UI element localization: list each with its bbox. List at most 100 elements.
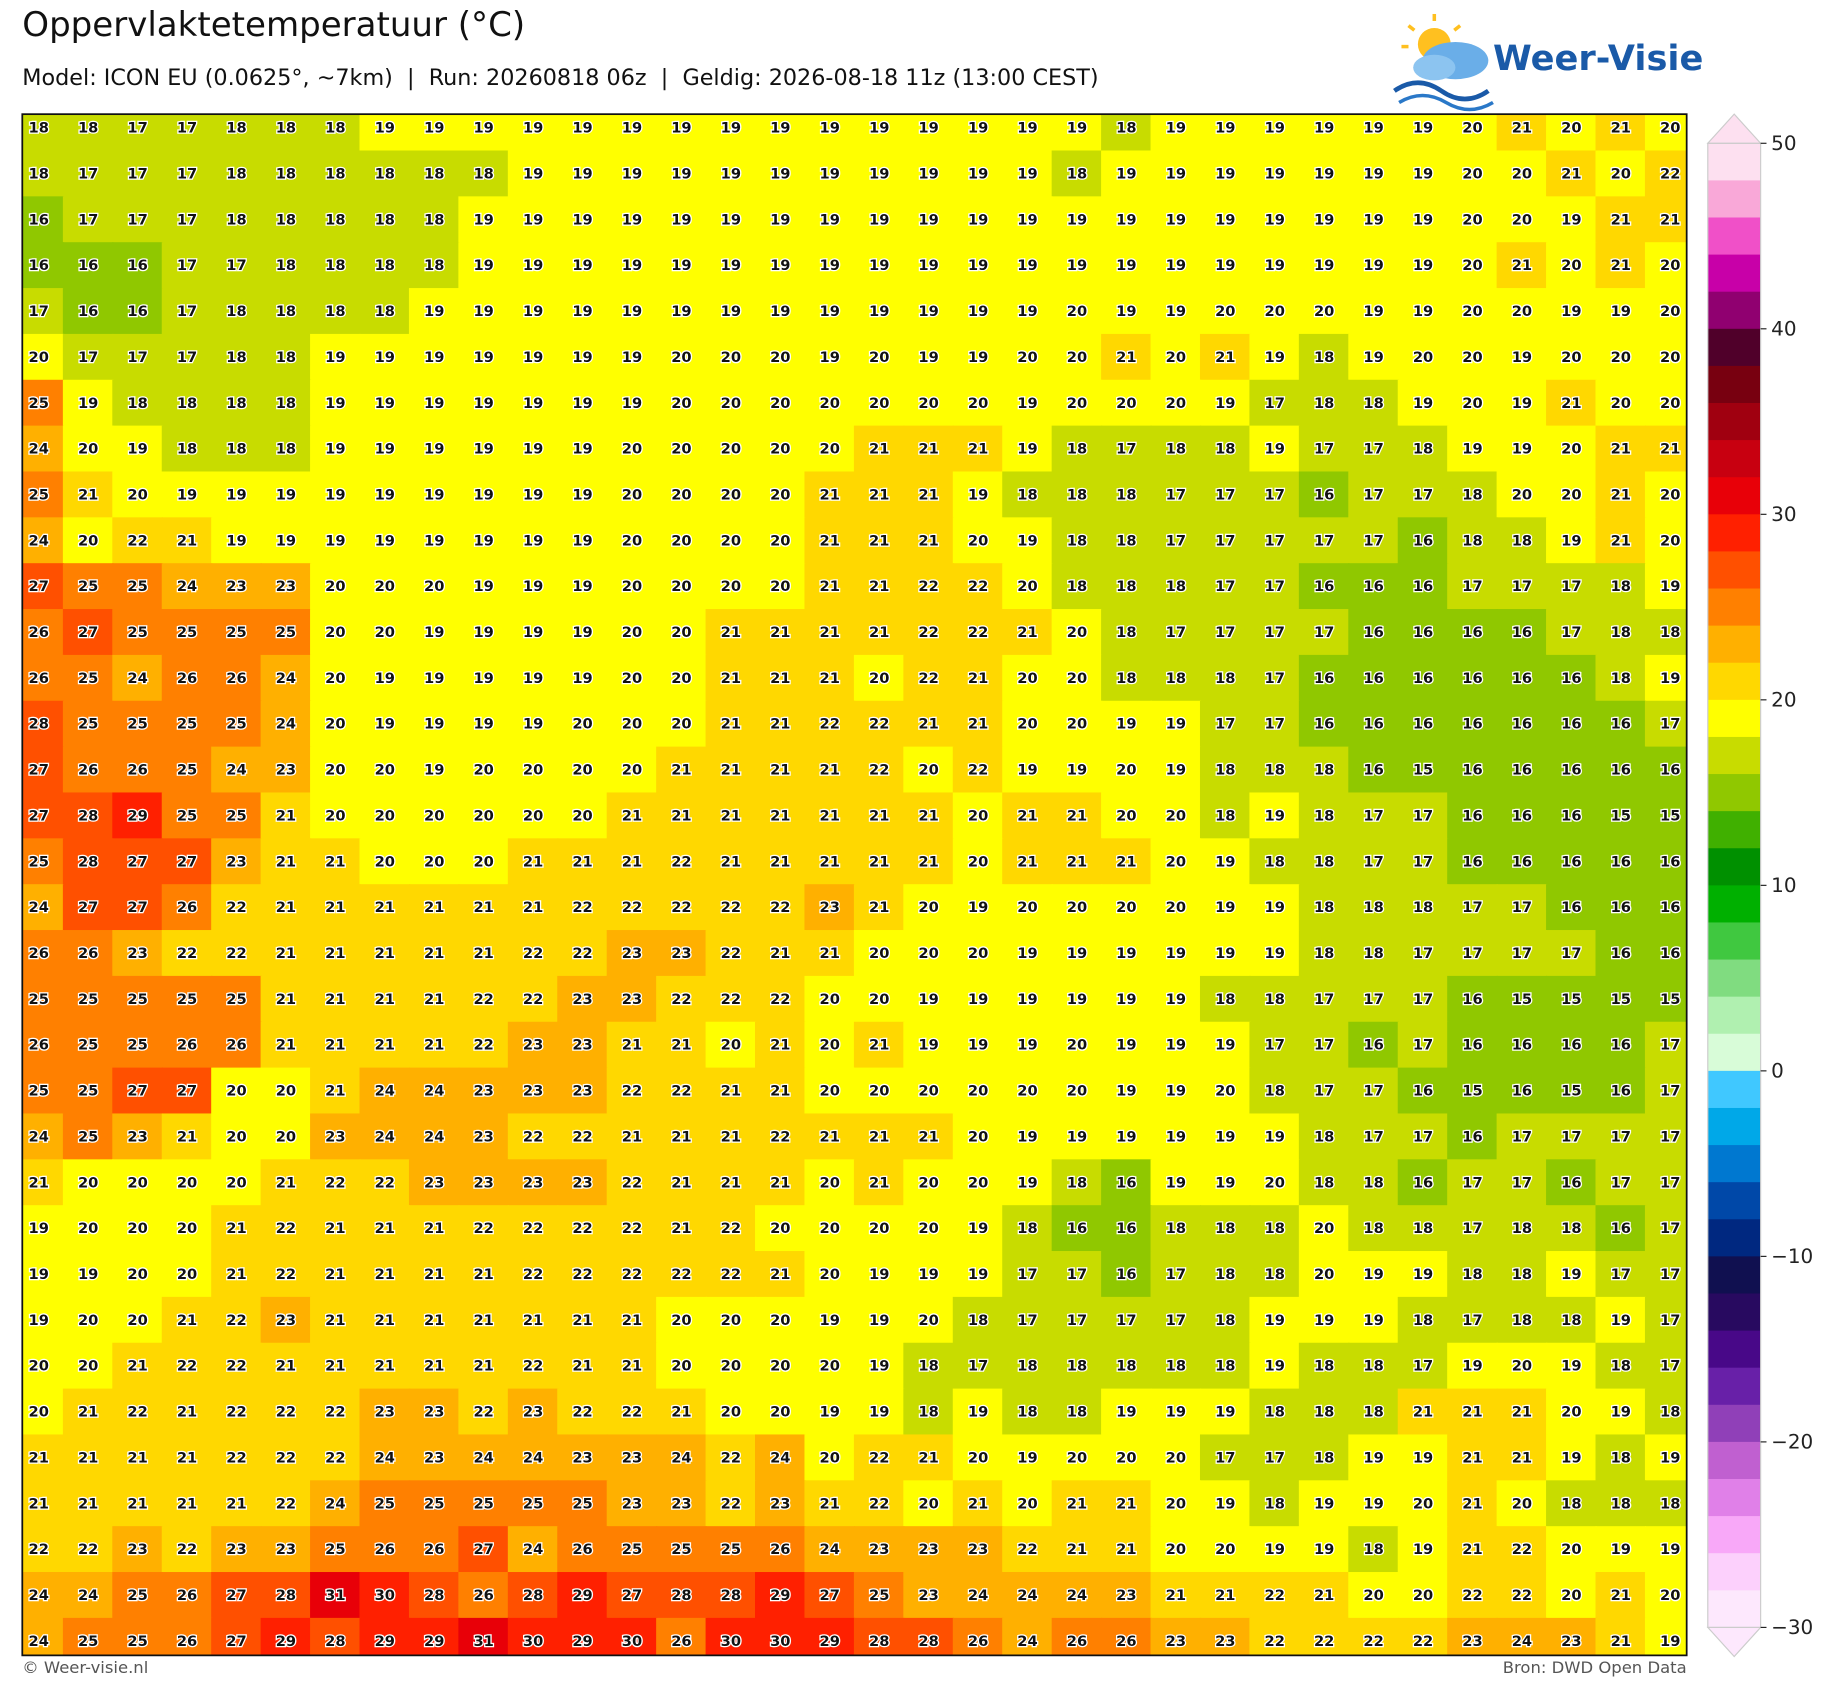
temperature-cell: [952, 379, 1004, 427]
temperature-label: 21: [770, 762, 790, 779]
temperature-label: 18: [1116, 120, 1136, 137]
temperature-cell: [1348, 1388, 1399, 1436]
temperature-cell: [161, 288, 213, 336]
temperature-label: 16: [1462, 1037, 1482, 1054]
temperature-cell: [211, 1526, 262, 1574]
temperature-cell: [656, 975, 707, 1023]
temperature-cell: [310, 196, 361, 244]
temperature-cell: [458, 1205, 509, 1253]
temperature-label: 20: [1067, 349, 1087, 366]
temperature-cell: [1249, 242, 1301, 290]
temperature-cell: [1546, 114, 1597, 152]
temperature-label: 17: [1561, 945, 1581, 962]
temperature-label: 18: [1512, 1312, 1532, 1329]
temperature-cell: [359, 1388, 411, 1436]
temperature-cell: [1496, 471, 1548, 519]
temperature-label: 24: [375, 1083, 395, 1100]
temperature-cell: [952, 654, 1004, 702]
colorbar-segment: [1707, 1553, 1761, 1591]
temperature-cell: [1496, 196, 1548, 244]
temperature-cell: [1595, 242, 1647, 290]
temperature-cell: [310, 333, 361, 381]
temperature-label: 28: [523, 1587, 543, 1604]
temperature-cell: [260, 1480, 312, 1528]
temperature-cell: [507, 884, 559, 932]
temperature-cell: [1199, 1113, 1251, 1161]
temperature-cell: [22, 471, 65, 519]
temperature-label: 26: [177, 899, 197, 916]
temperature-label: 27: [177, 853, 197, 870]
temperature-label: 21: [770, 853, 790, 870]
temperature-label: 19: [276, 487, 296, 504]
temperature-label: 16: [127, 303, 147, 320]
temperature-cell: [1447, 379, 1498, 427]
temperature-label: 19: [325, 487, 345, 504]
temperature-label: 19: [1265, 211, 1285, 228]
temperature-cell: [1595, 425, 1647, 473]
temperature-label: 22: [177, 1541, 197, 1558]
temperature-cell: [1101, 1388, 1152, 1436]
temperature-cell: [458, 700, 509, 748]
temperature-label: 28: [721, 1587, 741, 1604]
temperature-cell: [1546, 884, 1597, 932]
temperature-label: 25: [671, 1541, 691, 1558]
temperature-label: 26: [29, 1037, 49, 1054]
temperature-cell: [260, 1617, 312, 1656]
temperature-label: 17: [1265, 624, 1285, 641]
temperature-cell: [62, 1296, 114, 1344]
temperature-label: 18: [1660, 1495, 1680, 1512]
temperature-label: 23: [276, 1541, 296, 1558]
temperature-label: 19: [1166, 1129, 1186, 1146]
temperature-cell: [853, 1342, 905, 1390]
temperature-label: 23: [671, 945, 691, 962]
temperature-label: 18: [1314, 808, 1334, 825]
temperature-cell: [1595, 792, 1647, 840]
temperature-cell: [211, 746, 262, 794]
temperature-cell: [804, 884, 856, 932]
temperature-label: 19: [869, 257, 889, 274]
temperature-label: 17: [1512, 1129, 1532, 1146]
temperature-label: 18: [226, 166, 246, 183]
temperature-cell: [1150, 700, 1202, 748]
temperature-label: 19: [820, 303, 840, 320]
temperature-label: 17: [1215, 624, 1235, 641]
temperature-cell: [1002, 1021, 1053, 1069]
temperature-label: 20: [325, 808, 345, 825]
temperature-cell: [1644, 150, 1687, 198]
footer-right: Bron: DWD Open Data: [1503, 1658, 1687, 1677]
temperature-cell: [1348, 746, 1399, 794]
temperature-label: 21: [622, 808, 642, 825]
temperature-cell: [1051, 150, 1103, 198]
temperature-cell: [1002, 609, 1053, 657]
temperature-cell: [557, 930, 608, 978]
temperature-cell: [1298, 196, 1350, 244]
temperature-cell: [408, 1159, 460, 1207]
temperature-label: 22: [820, 716, 840, 733]
temperature-cell: [310, 1159, 361, 1207]
temperature-label: 20: [1166, 349, 1186, 366]
temperature-label: 27: [29, 578, 49, 595]
temperature-label: 20: [869, 670, 889, 687]
temperature-cell: [211, 1159, 262, 1207]
temperature-cell: [1298, 1251, 1350, 1299]
temperature-cell: [1150, 1067, 1202, 1115]
temperature-label: 19: [325, 349, 345, 366]
temperature-label: 19: [424, 716, 444, 733]
temperature-label: 18: [1363, 1541, 1383, 1558]
temperature-cell: [1199, 1296, 1251, 1344]
temperature-label: 20: [473, 808, 493, 825]
temperature-label: 19: [424, 670, 444, 687]
temperature-cell: [1150, 471, 1202, 519]
temperature-cell: [755, 1113, 806, 1161]
temperature-label: 25: [127, 578, 147, 595]
temperature-cell: [606, 746, 658, 794]
temperature-label: 17: [177, 166, 197, 183]
temperature-label: 18: [1363, 1404, 1383, 1421]
temperature-label: 23: [424, 1404, 444, 1421]
temperature-label: 22: [918, 624, 938, 641]
temperature-label: 21: [820, 1495, 840, 1512]
temperature-cell: [408, 1067, 460, 1115]
temperature-cell: [1101, 1434, 1152, 1482]
temperature-label: 20: [1017, 716, 1037, 733]
temperature-label: 22: [622, 1404, 642, 1421]
